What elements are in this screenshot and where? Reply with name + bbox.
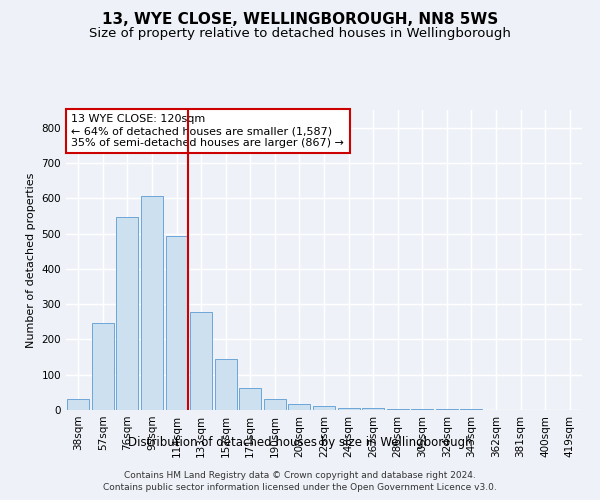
Text: Contains HM Land Registry data © Crown copyright and database right 2024.: Contains HM Land Registry data © Crown c…	[124, 471, 476, 480]
Text: Contains public sector information licensed under the Open Government Licence v3: Contains public sector information licen…	[103, 484, 497, 492]
Text: Distribution of detached houses by size in Wellingborough: Distribution of detached houses by size …	[128, 436, 472, 449]
Bar	[141, 196, 163, 410]
Bar	[215, 359, 237, 410]
Bar	[239, 388, 262, 410]
Bar	[411, 409, 433, 410]
Bar	[289, 404, 310, 410]
Text: Size of property relative to detached houses in Wellingborough: Size of property relative to detached ho…	[89, 28, 511, 40]
Bar	[264, 400, 286, 410]
Bar	[338, 408, 359, 410]
Text: 13 WYE CLOSE: 120sqm
← 64% of detached houses are smaller (1,587)
35% of semi-de: 13 WYE CLOSE: 120sqm ← 64% of detached h…	[71, 114, 344, 148]
Bar	[166, 236, 188, 410]
Bar	[190, 312, 212, 410]
Bar	[116, 216, 139, 410]
Text: 13, WYE CLOSE, WELLINGBOROUGH, NN8 5WS: 13, WYE CLOSE, WELLINGBOROUGH, NN8 5WS	[102, 12, 498, 28]
Y-axis label: Number of detached properties: Number of detached properties	[26, 172, 36, 348]
Bar	[386, 409, 409, 410]
Bar	[67, 398, 89, 410]
Bar	[313, 406, 335, 410]
Bar	[92, 323, 114, 410]
Bar	[362, 408, 384, 410]
